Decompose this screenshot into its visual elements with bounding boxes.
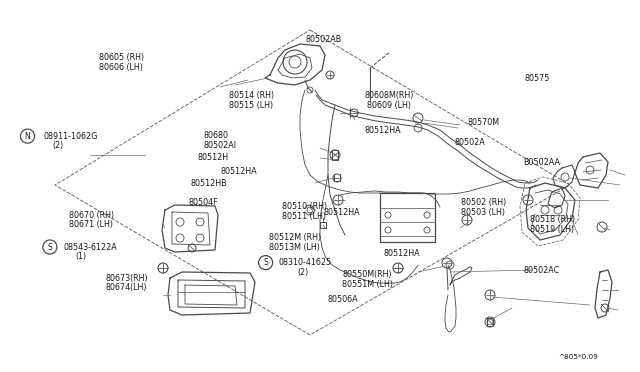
Text: 80512H: 80512H <box>197 153 228 162</box>
Text: 80680: 80680 <box>204 131 228 140</box>
Text: 80502AI: 80502AI <box>204 141 237 150</box>
Text: N: N <box>25 132 30 141</box>
Text: 80512HA: 80512HA <box>384 249 420 258</box>
Text: 80512HB: 80512HB <box>191 179 227 187</box>
Text: 80512HA: 80512HA <box>323 208 360 217</box>
Text: 08543-6122A: 08543-6122A <box>64 243 118 251</box>
Text: 80608M(RH): 80608M(RH) <box>365 92 414 100</box>
Text: 80551M (LH): 80551M (LH) <box>342 280 394 289</box>
Text: 80605 (RH): 80605 (RH) <box>99 53 145 62</box>
Text: 80510 (RH): 80510 (RH) <box>282 202 327 211</box>
Text: (2): (2) <box>298 268 309 277</box>
Text: 80503 (LH): 80503 (LH) <box>461 208 505 217</box>
Text: 80550M(RH): 80550M(RH) <box>342 270 392 279</box>
Text: B0502AA: B0502AA <box>524 158 561 167</box>
Text: 80504F: 80504F <box>189 198 218 207</box>
Text: (2): (2) <box>52 141 64 150</box>
Text: 80519 (LH): 80519 (LH) <box>530 225 574 234</box>
Text: 80673(RH): 80673(RH) <box>106 274 148 283</box>
Text: S: S <box>263 258 268 267</box>
Text: 80511 (LH): 80511 (LH) <box>282 212 326 221</box>
Text: 80670 (RH): 80670 (RH) <box>69 211 115 219</box>
Text: 80502AB: 80502AB <box>306 35 342 44</box>
Text: 80502 (RH): 80502 (RH) <box>461 198 506 207</box>
Text: 80502A: 80502A <box>454 138 485 147</box>
Text: ^805*0.09: ^805*0.09 <box>558 354 598 360</box>
Text: 80674(LH): 80674(LH) <box>106 283 147 292</box>
Text: 80512M (RH): 80512M (RH) <box>269 233 321 242</box>
Text: 80506A: 80506A <box>328 295 358 304</box>
Text: 80575: 80575 <box>525 74 550 83</box>
Text: 80512HA: 80512HA <box>221 167 257 176</box>
Text: 80514 (RH): 80514 (RH) <box>229 92 275 100</box>
Text: (1): (1) <box>75 252 86 261</box>
Text: 80609 (LH): 80609 (LH) <box>367 101 411 110</box>
Text: 80502AC: 80502AC <box>524 266 560 275</box>
Text: S: S <box>47 243 52 251</box>
Text: 80518 (RH): 80518 (RH) <box>530 215 575 224</box>
Text: 08310-41625: 08310-41625 <box>278 258 332 267</box>
Text: 80513M (LH): 80513M (LH) <box>269 243 319 251</box>
Text: 80515 (LH): 80515 (LH) <box>229 101 273 110</box>
Text: 08911-1062G: 08911-1062G <box>44 132 98 141</box>
Text: 80671 (LH): 80671 (LH) <box>69 220 113 229</box>
Text: 80606 (LH): 80606 (LH) <box>99 63 143 72</box>
Text: 80570M: 80570M <box>467 118 499 126</box>
Text: 80512HA: 80512HA <box>365 126 401 135</box>
